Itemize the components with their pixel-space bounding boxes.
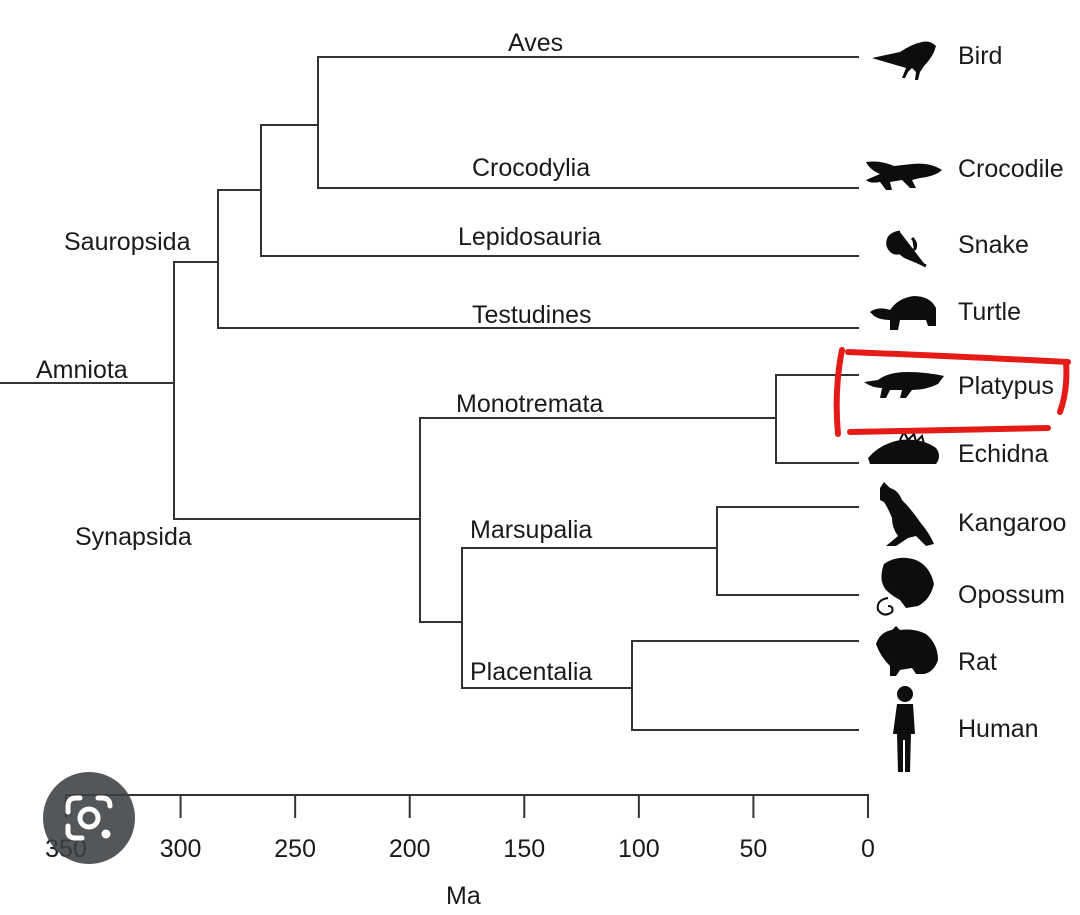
platypus-icon <box>864 372 944 398</box>
clade-label-lepidosauria: Lepidosauria <box>458 223 601 251</box>
human-icon <box>893 686 915 772</box>
taxon-label-kangaroo: Kangaroo <box>958 509 1066 537</box>
taxon-label-crocodile: Crocodile <box>958 155 1064 183</box>
taxon-label-human: Human <box>958 715 1039 743</box>
axis-tick-label: 200 <box>389 835 431 863</box>
clade-label-synapsida: Synapsida <box>75 523 192 551</box>
clade-labels: Aves Crocodylia Lepidosauria Testudines … <box>36 29 603 686</box>
axis-tick-label: 50 <box>740 835 768 863</box>
taxon-labels: Bird Crocodile Snake Turtle Platypus Ech… <box>958 42 1066 743</box>
axis-title: Ma <box>446 882 481 910</box>
echidna-icon <box>868 429 939 464</box>
taxon-label-opossum: Opossum <box>958 581 1065 609</box>
clade-label-sauropsida: Sauropsida <box>64 228 191 256</box>
opossum-icon <box>876 557 934 616</box>
axis-tick-label: 150 <box>503 835 545 863</box>
rat-icon <box>876 626 938 676</box>
kangaroo-icon <box>880 482 934 546</box>
taxon-label-snake: Snake <box>958 231 1029 259</box>
taxon-label-rat: Rat <box>958 648 997 676</box>
taxon-label-turtle: Turtle <box>958 298 1021 326</box>
clade-label-marsupalia: Marsupalia <box>470 516 592 544</box>
crocodile-icon <box>866 161 942 190</box>
clade-label-aves: Aves <box>508 29 563 57</box>
clade-label-monotremata: Monotremata <box>456 390 603 418</box>
clade-label-placentalia: Placentalia <box>470 658 592 686</box>
snake-icon <box>886 230 927 268</box>
google-lens-icon <box>65 795 113 841</box>
clade-label-testudines: Testudines <box>472 301 592 329</box>
taxon-label-platypus: Platypus <box>958 372 1054 400</box>
taxon-label-bird: Bird <box>958 42 1002 70</box>
tree-branches <box>0 56 859 731</box>
turtle-icon <box>870 296 936 330</box>
clade-label-crocodylia: Crocodylia <box>472 154 590 182</box>
bird-icon <box>872 41 936 80</box>
time-axis: 350300250200150100500 <box>45 794 875 863</box>
axis-tick-label: 300 <box>160 835 202 863</box>
taxon-silhouettes <box>864 41 944 772</box>
axis-tick-label: 100 <box>618 835 660 863</box>
taxon-label-echidna: Echidna <box>958 440 1048 468</box>
axis-tick-label: 250 <box>274 835 316 863</box>
clade-label-amniota: Amniota <box>36 356 128 384</box>
highlight-annotation <box>833 347 1071 437</box>
google-lens-button[interactable] <box>43 772 135 864</box>
axis-tick-label: 0 <box>861 835 875 863</box>
